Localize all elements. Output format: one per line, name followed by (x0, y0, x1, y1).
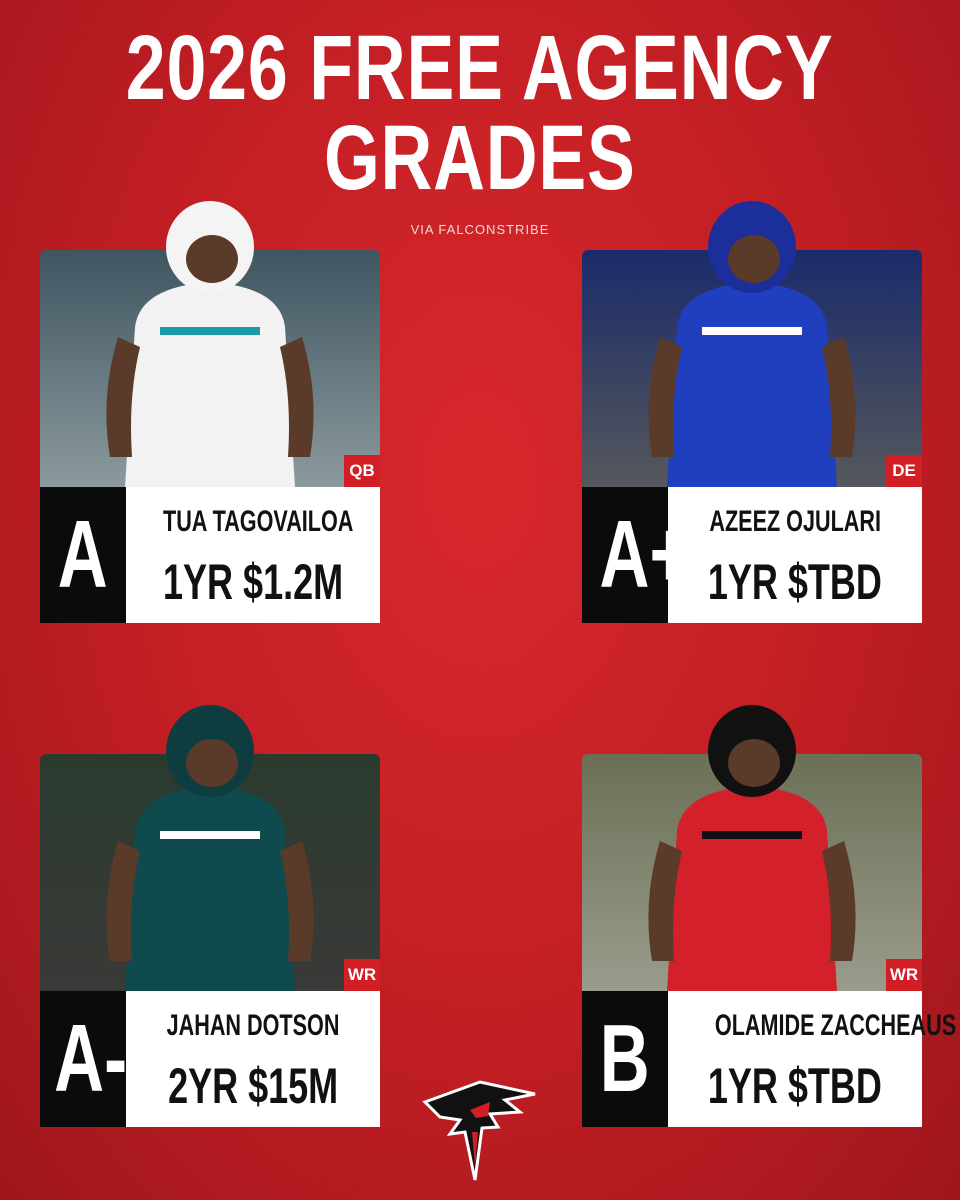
grade-text: A- (54, 1005, 128, 1112)
title-line: GRADES (0, 112, 960, 204)
grade-box: B (582, 991, 668, 1127)
grade-row: A TUA TAGOVAILOA 1YR $1.2M (40, 487, 380, 623)
player-name: TUA TAGOVAILOA (126, 505, 380, 539)
player-figure (648, 201, 856, 487)
player-photo: WR (582, 705, 922, 991)
player-name: OLAMIDE ZACCHEAUS (668, 1009, 956, 1043)
contract-text: 1YR $1.2M (162, 554, 344, 610)
player-figure (648, 705, 856, 991)
player-photo: QB (40, 201, 380, 487)
position-tag: QB (344, 455, 380, 487)
grade-row: A+ AZEEZ OJULARI 1YR $TBD (582, 487, 922, 623)
player-info: AZEEZ OJULARI 1YR $TBD (668, 487, 922, 623)
contract: 1YR $TBD (668, 553, 922, 611)
grade-box: A (40, 487, 126, 623)
player-figure (106, 201, 314, 487)
contract: 1YR $1.2M (126, 553, 380, 611)
title-text: GRADES (324, 107, 636, 209)
player-info: JAHAN DOTSON 2YR $15M (126, 991, 380, 1127)
player-name-text: TUA TAGOVAILOA (163, 505, 354, 538)
player-name-text: AZEEZ OJULARI (709, 505, 881, 538)
grade-text: B (600, 1005, 650, 1112)
player-name-text: OLAMIDE ZACCHEAUS (714, 1009, 957, 1042)
title-text: 2026 FREE AGENCY (126, 17, 834, 119)
grade-text: A (58, 501, 108, 608)
player-name: AZEEZ OJULARI (668, 505, 922, 539)
contract-text: 1YR $TBD (707, 554, 883, 610)
grade-row: A- JAHAN DOTSON 2YR $15M (40, 991, 380, 1127)
player-photo: DE (582, 201, 922, 487)
title-line: 2026 FREE AGENCY (0, 22, 960, 114)
credit: VIA FALCONSTRIBE (410, 222, 550, 237)
contract: 2YR $15M (126, 1057, 380, 1115)
grade-box: A+ (582, 487, 690, 623)
player-name: JAHAN DOTSON (126, 1009, 380, 1043)
contract: 1YR $TBD (668, 1057, 922, 1115)
falcons-logo (422, 1080, 536, 1181)
player-info: TUA TAGOVAILOA 1YR $1.2M (126, 487, 380, 623)
contract-text: 1YR $TBD (707, 1058, 883, 1114)
player-photo: WR (40, 705, 380, 991)
player-info: OLAMIDE ZACCHEAUS 1YR $TBD (668, 991, 956, 1127)
position-tag: WR (886, 959, 922, 991)
player-figure (106, 705, 314, 991)
position-tag: DE (886, 455, 922, 487)
grade-box: A- (40, 991, 128, 1127)
contract-text: 2YR $15M (167, 1058, 339, 1114)
grade-row: B OLAMIDE ZACCHEAUS 1YR $TBD (582, 991, 956, 1127)
player-name-text: JAHAN DOTSON (166, 1009, 340, 1042)
position-tag: WR (344, 959, 380, 991)
